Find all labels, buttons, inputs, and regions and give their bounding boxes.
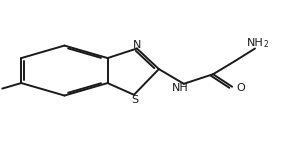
Text: N: N	[133, 40, 141, 50]
Text: O: O	[236, 83, 245, 93]
Text: 2: 2	[264, 40, 268, 49]
Text: NH: NH	[172, 83, 189, 93]
Text: S: S	[131, 95, 138, 105]
Text: NH: NH	[247, 38, 263, 48]
